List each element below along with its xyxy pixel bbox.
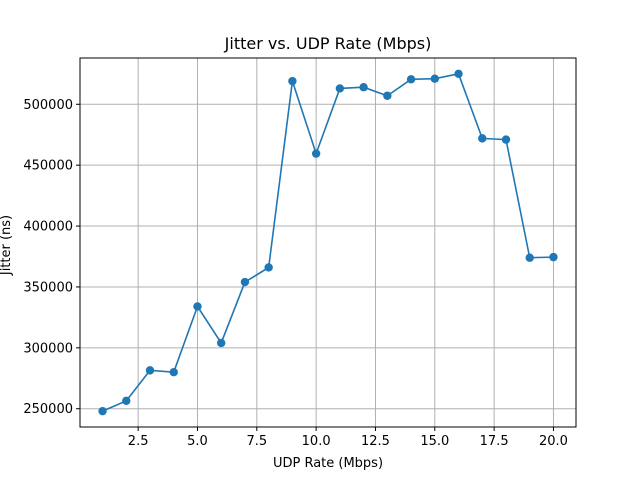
data-point (288, 76, 297, 86)
data-point (549, 252, 558, 262)
data-point (193, 302, 202, 311)
x-tick-label: 20.0 (539, 434, 568, 449)
plot-frame (79, 57, 577, 428)
data-point (454, 69, 463, 79)
data-point (430, 74, 439, 83)
data-point (145, 366, 155, 375)
y-tick-label: 350000 (23, 280, 73, 295)
data-point (311, 149, 321, 158)
data-point (335, 84, 345, 93)
x-tick-label: 10.0 (302, 434, 331, 449)
y-axis-label: Jitter (ns) (0, 215, 14, 276)
data-point (478, 134, 487, 143)
data-point (122, 396, 131, 406)
data-point (169, 367, 178, 377)
data-point (217, 338, 226, 348)
x-axis-label: UDP Rate (Mbps) (273, 456, 383, 471)
y-tick-label: 500000 (23, 98, 73, 113)
y-tick-label: 250000 (23, 402, 73, 417)
data-point (501, 135, 511, 144)
chart-title: Jitter vs. UDP Rate (Mbps) (224, 34, 432, 53)
grid-lines (80, 58, 576, 427)
x-tick-label: 7.5 (246, 434, 267, 449)
data-point (98, 406, 107, 416)
series-line (102, 72, 554, 412)
x-tick-label: 5.0 (187, 434, 208, 449)
data-point (525, 253, 534, 262)
x-tick-label: 2.5 (128, 434, 149, 449)
x-tick-label: 15.0 (420, 434, 449, 449)
y-tick-label: 450000 (23, 159, 73, 174)
x-tick-label: 17.5 (480, 434, 509, 449)
x-tick-label: 12.5 (361, 434, 390, 449)
axis-ticks: 2.5 5.0 7.5 10.0 12.5 15.0 17.5 20.0 250000 30000… (23, 98, 568, 449)
y-tick-label: 400000 (23, 220, 73, 235)
data-point (383, 91, 392, 100)
data-point (359, 83, 368, 92)
data-point (240, 277, 250, 287)
series-layer (98, 69, 558, 416)
data-point (406, 75, 416, 84)
data-point (264, 263, 273, 272)
y-tick-label: 300000 (23, 341, 73, 356)
